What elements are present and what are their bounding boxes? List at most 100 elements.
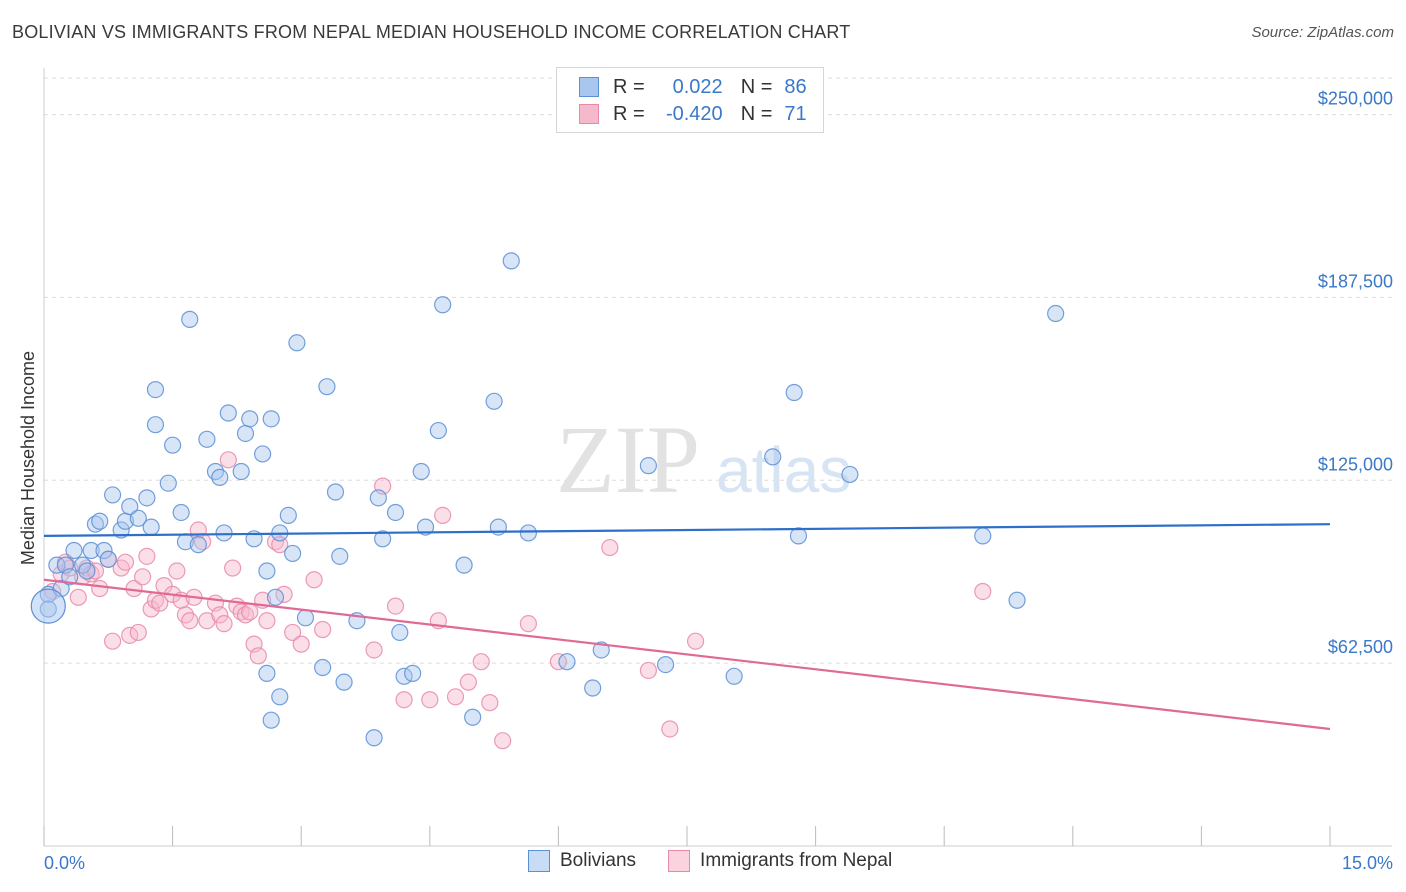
data-point-nepal xyxy=(91,579,109,598)
data-point-bolivian xyxy=(331,547,349,565)
chart-title: BOLIVIAN VS IMMIGRANTS FROM NEPAL MEDIAN… xyxy=(12,22,851,42)
data-point-nepal xyxy=(69,588,87,606)
data-point-bolivian xyxy=(485,392,503,410)
data-point-nepal xyxy=(519,615,537,633)
data-point-bolivian xyxy=(764,448,782,466)
data-point-nepal xyxy=(241,603,259,621)
data-point-bolivian xyxy=(258,664,276,682)
data-point-nepal xyxy=(181,612,199,630)
data-point-bolivian xyxy=(262,410,280,428)
data-point-bolivian xyxy=(121,498,139,516)
data-point-bolivian xyxy=(335,673,353,691)
data-point-bolivian xyxy=(262,711,280,729)
data-point-nepal xyxy=(168,562,186,580)
data-point-bolivian xyxy=(254,445,272,463)
data-point-bolivian xyxy=(369,489,387,507)
data-point-bolivian xyxy=(181,310,199,328)
data-point-bolivian xyxy=(198,430,216,448)
legend-r-label: R = xyxy=(613,102,645,125)
watermark-zip: ZIP xyxy=(556,406,700,513)
data-point-nepal xyxy=(494,732,512,750)
data-point-bolivian xyxy=(91,512,109,530)
data-point-bolivian xyxy=(138,489,156,507)
data-point-nepal xyxy=(314,620,332,639)
data-point-nepal xyxy=(129,623,147,642)
data-point-nepal xyxy=(446,688,465,706)
legend-item-nepal[interactable]: Immigrants from Nepal xyxy=(668,850,892,872)
data-point-bolivian xyxy=(142,518,160,536)
x-tick-label: 0.0% xyxy=(44,853,85,873)
data-point-nepal xyxy=(151,594,169,612)
legend-label-nepal: Immigrants from Nepal xyxy=(700,850,893,871)
data-point-bolivian xyxy=(785,383,803,402)
legend-r-label: R = xyxy=(613,75,645,98)
data-point-bolivian xyxy=(584,679,602,697)
y-tick-label: $62,500 xyxy=(1328,637,1393,657)
data-point-nepal xyxy=(305,571,323,589)
y-tick-label: $187,500 xyxy=(1318,271,1393,291)
legend-row-bolivians: R = 0.022 N = 86 xyxy=(579,74,807,100)
data-point-bolivian xyxy=(296,609,315,627)
data-point-bolivian xyxy=(1008,591,1026,609)
data-point-bolivian xyxy=(434,296,452,314)
data-point-bolivian xyxy=(365,729,383,747)
data-point-bolivian xyxy=(129,509,147,527)
data-point-nepal xyxy=(395,691,413,709)
data-point-bolivian xyxy=(639,457,658,475)
source-label: Source: ZipAtlas.com xyxy=(1251,24,1394,41)
data-point-bolivian xyxy=(236,424,255,443)
stats-legend: R = 0.022 N = 86 R = -0.420 N = 71 xyxy=(556,67,824,133)
data-point-bolivian xyxy=(172,503,190,522)
data-point-nepal xyxy=(434,506,452,524)
y-axis-label: Median Household Income xyxy=(18,351,38,565)
data-point-nepal xyxy=(459,673,477,691)
data-point-nepal xyxy=(138,547,156,565)
data-point-bolivian xyxy=(266,588,285,606)
data-point-bolivian xyxy=(558,653,576,671)
y-tick-label: $125,000 xyxy=(1318,454,1393,474)
legend-n-label: N = xyxy=(740,75,773,98)
data-point-nepal xyxy=(271,536,289,554)
data-point-bolivian xyxy=(374,530,392,548)
data-point-bolivian xyxy=(974,527,992,545)
data-point-nepal xyxy=(386,597,405,615)
data-point-nepal xyxy=(481,694,499,712)
data-point-bolivian xyxy=(404,664,422,682)
data-point-bolivian xyxy=(455,556,473,574)
data-point-bolivian xyxy=(318,378,336,396)
data-point-nepal xyxy=(974,582,992,601)
legend-item-bolivians[interactable]: Bolivians xyxy=(528,850,636,872)
data-point-bolivian xyxy=(61,568,79,586)
data-point-nepal xyxy=(249,647,267,665)
data-point-bolivian xyxy=(189,536,207,554)
x-tick-label: 15.0% xyxy=(1342,853,1393,873)
data-point-nepal xyxy=(661,720,679,738)
data-point-bolivian xyxy=(314,658,332,677)
data-point-nepal xyxy=(292,635,310,653)
data-point-bolivian-cluster xyxy=(30,588,66,624)
data-point-nepal xyxy=(365,641,383,659)
data-point-nepal xyxy=(215,615,233,633)
data-point-bolivian xyxy=(146,416,165,434)
data-point-bolivian xyxy=(386,503,405,522)
data-point-bolivian xyxy=(211,468,229,486)
data-point-bolivian xyxy=(464,708,482,726)
trend-line-nepal xyxy=(43,578,1331,731)
data-point-bolivian xyxy=(258,562,276,580)
data-point-nepal xyxy=(284,623,302,642)
data-point-bolivian xyxy=(82,541,100,560)
series-legend: Bolivians Immigrants from Nepal xyxy=(528,850,924,872)
data-point-bolivian xyxy=(95,541,113,560)
legend-swatch-bolivians xyxy=(528,850,550,872)
data-point-bolivian xyxy=(326,483,345,501)
data-point-nepal xyxy=(103,632,122,650)
legend-r-value: 0.022 xyxy=(672,75,723,98)
watermark-atlas: atlas xyxy=(716,434,851,506)
data-point-nepal xyxy=(224,559,242,577)
legend-row-nepal: R = -0.420 N = 71 xyxy=(579,101,807,127)
data-point-nepal xyxy=(133,568,152,586)
data-point-bolivian xyxy=(215,524,233,542)
trend-line-bolivians xyxy=(43,523,1331,537)
data-point-bolivian xyxy=(99,550,117,568)
